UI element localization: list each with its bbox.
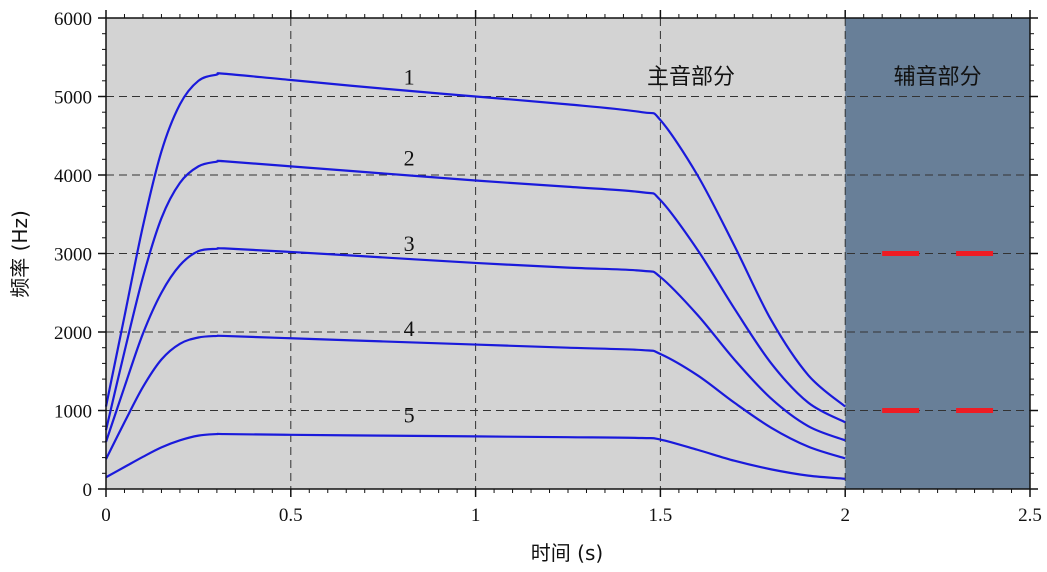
axis-ticks: 0 1000 2000 3000 4000 5000 6000 0 0.5 1 1.5 2 2.5 <box>54 9 1042 526</box>
x-tick-label-1.5: 1.5 <box>649 505 673 526</box>
region-label-0: 主音部分 <box>647 65 735 90</box>
y-tick-label-3000: 3000 <box>54 245 92 266</box>
curve-label-3: 3 <box>404 231 415 256</box>
y-tick-label-0: 0 <box>83 480 93 501</box>
region-labels: 主音部分 辅音部分 <box>647 65 982 90</box>
y-tick-label-6000: 6000 <box>54 9 92 30</box>
curve-label-1: 1 <box>404 65 415 90</box>
curve-labels: 1 2 3 4 5 <box>404 65 415 428</box>
region-label-1: 辅音部分 <box>894 65 982 90</box>
series-lines <box>104 72 846 480</box>
y-tick-label-2000: 2000 <box>54 323 92 344</box>
series-line-5 <box>105 432 846 480</box>
consonant-markers <box>882 251 994 413</box>
y-tick-label-5000: 5000 <box>54 88 92 109</box>
x-tick-label-0: 0 <box>101 505 111 526</box>
grid-lines <box>106 18 1030 489</box>
curve-label-5: 5 <box>404 402 415 427</box>
series-line-2 <box>104 159 846 431</box>
curve-label-4: 4 <box>404 316 415 341</box>
x-tick-label-1: 1 <box>471 505 481 526</box>
series-line-1 <box>104 72 846 408</box>
curve-label-2: 2 <box>404 146 415 171</box>
x-axis-title: 时间 (s) <box>531 541 603 565</box>
series-line-4 <box>105 334 846 460</box>
y-tick-label-1000: 1000 <box>54 402 92 423</box>
y-axis-title: 频率 (Hz) <box>8 210 32 298</box>
y-tick-label-4000: 4000 <box>54 166 92 187</box>
x-tick-label-0.5: 0.5 <box>279 505 303 526</box>
x-tick-label-2: 2 <box>840 505 850 526</box>
x-tick-label-2.5: 2.5 <box>1018 505 1042 526</box>
series-line-3 <box>104 247 846 443</box>
